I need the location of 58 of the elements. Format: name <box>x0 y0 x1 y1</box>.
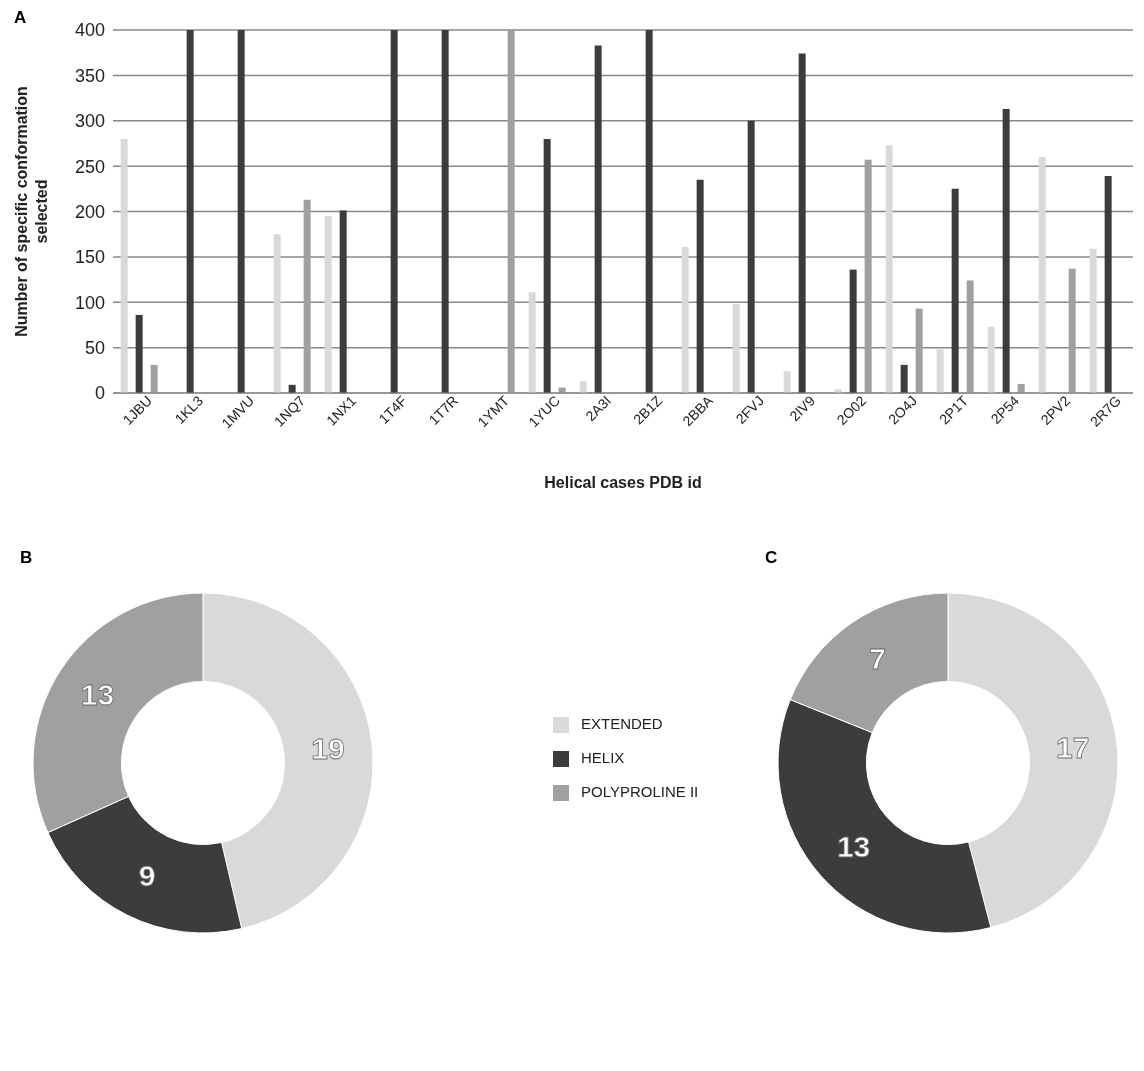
bar <box>732 304 740 393</box>
bar <box>645 30 653 393</box>
bar <box>681 246 689 393</box>
chart-title: A <box>14 8 27 28</box>
data-label: 7 <box>869 642 886 676</box>
bar <box>951 188 959 393</box>
bar <box>1068 268 1076 393</box>
bar <box>885 145 893 393</box>
legend-label: HELIX <box>581 749 625 766</box>
bar <box>1089 248 1097 393</box>
bar <box>594 45 602 393</box>
bar <box>390 30 398 393</box>
bar <box>900 364 908 393</box>
bar <box>1002 108 1010 393</box>
chart-title: C <box>765 548 778 568</box>
bar <box>696 179 704 393</box>
bar <box>915 308 923 393</box>
bar <box>1038 157 1046 393</box>
bar <box>507 30 515 393</box>
bar <box>186 30 194 393</box>
y-tick-label: 300 <box>74 111 105 132</box>
bar <box>135 314 143 393</box>
legend-label: POLYPROLINE II <box>581 783 699 800</box>
y-tick-label: 350 <box>74 65 105 86</box>
bar <box>936 349 944 393</box>
bar <box>849 269 857 393</box>
x-axis-title: Helical cases PDB id <box>544 474 702 491</box>
bar <box>798 53 806 393</box>
bar <box>987 326 995 393</box>
y-axis-title: Number of specific conformation selected <box>13 86 50 337</box>
bar <box>120 138 128 393</box>
data-label: 9 <box>138 859 156 893</box>
bar <box>783 371 791 393</box>
bar <box>339 210 347 393</box>
bar <box>237 30 245 393</box>
chart-title: B <box>20 548 33 568</box>
bar <box>579 381 587 393</box>
bar <box>303 199 311 393</box>
y-tick-label: 150 <box>74 247 105 268</box>
data-label: 13 <box>80 678 115 712</box>
y-tick-label: 100 <box>74 292 105 313</box>
bar <box>1104 176 1112 393</box>
bar <box>528 292 536 393</box>
y-tick-label: 0 <box>94 383 105 404</box>
legend-label: EXTENDED <box>581 715 663 732</box>
y-tick-label: 50 <box>84 338 105 359</box>
bar <box>543 138 551 393</box>
data-label: 13 <box>836 829 871 863</box>
bar <box>966 280 974 393</box>
y-tick-label: 400 <box>74 20 105 41</box>
bar <box>441 30 449 393</box>
y-tick-label: 200 <box>74 201 105 222</box>
bar <box>150 364 158 393</box>
bar <box>324 216 332 393</box>
bar <box>747 120 755 393</box>
bar <box>273 234 281 393</box>
y-tick-label: 250 <box>74 156 105 177</box>
bar <box>864 159 872 393</box>
